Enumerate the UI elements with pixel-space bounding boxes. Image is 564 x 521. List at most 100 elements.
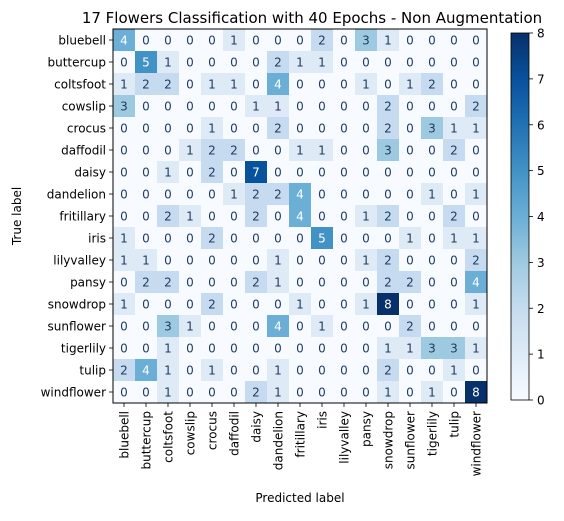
matrix-cell bbox=[289, 117, 312, 140]
cell-value: 4 bbox=[472, 276, 480, 290]
matrix-cell bbox=[289, 227, 312, 250]
matrix-cell bbox=[223, 29, 246, 52]
cell-value: 0 bbox=[296, 166, 304, 180]
matrix-cell bbox=[377, 161, 400, 184]
cell-value: 0 bbox=[340, 78, 348, 92]
matrix-cell bbox=[223, 271, 246, 294]
matrix-cell bbox=[135, 161, 158, 184]
matrix-cell bbox=[179, 227, 202, 250]
cell-value: 1 bbox=[384, 34, 392, 48]
matrix-cell bbox=[157, 161, 180, 184]
matrix-cell bbox=[289, 183, 312, 206]
cell-value: 0 bbox=[406, 210, 414, 224]
matrix-cell bbox=[355, 117, 378, 140]
matrix-cell bbox=[245, 381, 268, 404]
cell-value: 0 bbox=[340, 386, 348, 400]
matrix-cell bbox=[311, 315, 334, 338]
matrix-cell bbox=[377, 139, 400, 162]
y-tick-label: pansy bbox=[70, 276, 106, 290]
cell-value: 2 bbox=[384, 276, 392, 290]
matrix-cell bbox=[289, 139, 312, 162]
matrix-cell bbox=[421, 337, 444, 360]
matrix-cell bbox=[223, 337, 246, 360]
matrix-cell bbox=[311, 381, 334, 404]
matrix-cell bbox=[311, 271, 334, 294]
matrix-cell bbox=[157, 51, 180, 74]
matrix-cell bbox=[157, 271, 180, 294]
cell-value: 0 bbox=[362, 386, 370, 400]
cell-value: 1 bbox=[296, 298, 304, 312]
cell-value: 0 bbox=[296, 122, 304, 136]
cell-value: 0 bbox=[406, 144, 414, 158]
matrix-cell bbox=[421, 381, 444, 404]
matrix-cell bbox=[399, 51, 422, 74]
cell-value: 0 bbox=[450, 276, 458, 290]
cell-value: 1 bbox=[164, 386, 172, 400]
cell-value: 2 bbox=[450, 144, 458, 158]
matrix-cell bbox=[377, 29, 400, 52]
cell-value: 0 bbox=[450, 100, 458, 114]
x-tick-label: snowdrop bbox=[382, 411, 396, 469]
matrix-cell bbox=[311, 161, 334, 184]
matrix-cell bbox=[399, 161, 422, 184]
cell-value: 2 bbox=[164, 210, 172, 224]
y-tick-label: windflower bbox=[41, 386, 106, 400]
cell-value: 2 bbox=[208, 298, 216, 312]
cell-value: 0 bbox=[252, 56, 260, 70]
matrix-cell bbox=[113, 381, 136, 404]
matrix-cells: 4 0 0 0 0 1 0 0 0 2 0 3 1 0 0 0 00 5 1 0 0 0 0 2 1 1 0 0 0 0 0 0 01 2 2 0 1 1… bbox=[113, 29, 488, 404]
matrix-cell bbox=[245, 205, 268, 228]
cell-value: 0 bbox=[362, 342, 370, 356]
cell-value: 1 bbox=[142, 254, 150, 268]
cell-value: 2 bbox=[252, 276, 260, 290]
matrix-cell bbox=[223, 161, 246, 184]
cell-value: 0 bbox=[252, 144, 260, 158]
cell-value: 0 bbox=[142, 188, 150, 202]
cell-value: 2 bbox=[472, 254, 480, 268]
cell-value: 3 bbox=[428, 342, 436, 356]
cell-value: 0 bbox=[384, 56, 392, 70]
y-axis-label: True label bbox=[10, 187, 24, 246]
cell-value: 1 bbox=[362, 298, 370, 312]
matrix-cell bbox=[267, 73, 290, 96]
cell-value: 1 bbox=[450, 122, 458, 136]
matrix-cell bbox=[223, 315, 246, 338]
matrix-cell bbox=[157, 293, 180, 316]
cell-value: 0 bbox=[186, 122, 194, 136]
cell-value: 0 bbox=[252, 342, 260, 356]
cell-value: 0 bbox=[428, 320, 436, 334]
cell-value: 0 bbox=[142, 100, 150, 114]
matrix-cell bbox=[311, 29, 334, 52]
cell-value: 0 bbox=[230, 386, 238, 400]
matrix-cell bbox=[113, 183, 136, 206]
cell-value: 1 bbox=[120, 78, 128, 92]
matrix-cell bbox=[267, 315, 290, 338]
matrix-cell bbox=[201, 271, 224, 294]
cell-value: 2 bbox=[472, 100, 480, 114]
x-tick-label: tulip bbox=[448, 411, 462, 438]
matrix-cell bbox=[311, 359, 334, 382]
matrix-cell bbox=[179, 381, 202, 404]
matrix-cell bbox=[267, 95, 290, 118]
cell-value: 0 bbox=[340, 122, 348, 136]
cell-value: 0 bbox=[318, 276, 326, 290]
matrix-cell bbox=[333, 315, 356, 338]
colorbar-tick-label: 3 bbox=[537, 256, 545, 270]
y-tick-label: dandelion bbox=[47, 188, 106, 202]
matrix-cell bbox=[223, 95, 246, 118]
matrix-cell bbox=[377, 73, 400, 96]
cell-value: 0 bbox=[230, 364, 238, 378]
cell-value: 0 bbox=[340, 320, 348, 334]
cell-value: 0 bbox=[252, 254, 260, 268]
matrix-cell bbox=[377, 249, 400, 272]
cell-value: 0 bbox=[450, 386, 458, 400]
cell-value: 0 bbox=[230, 320, 238, 334]
matrix-cell bbox=[113, 161, 136, 184]
cell-value: 1 bbox=[164, 56, 172, 70]
cell-value: 0 bbox=[450, 188, 458, 202]
matrix-cell bbox=[267, 51, 290, 74]
cell-value: 0 bbox=[450, 56, 458, 70]
cell-value: 0 bbox=[406, 122, 414, 136]
cell-value: 1 bbox=[230, 78, 238, 92]
cell-value: 0 bbox=[340, 298, 348, 312]
